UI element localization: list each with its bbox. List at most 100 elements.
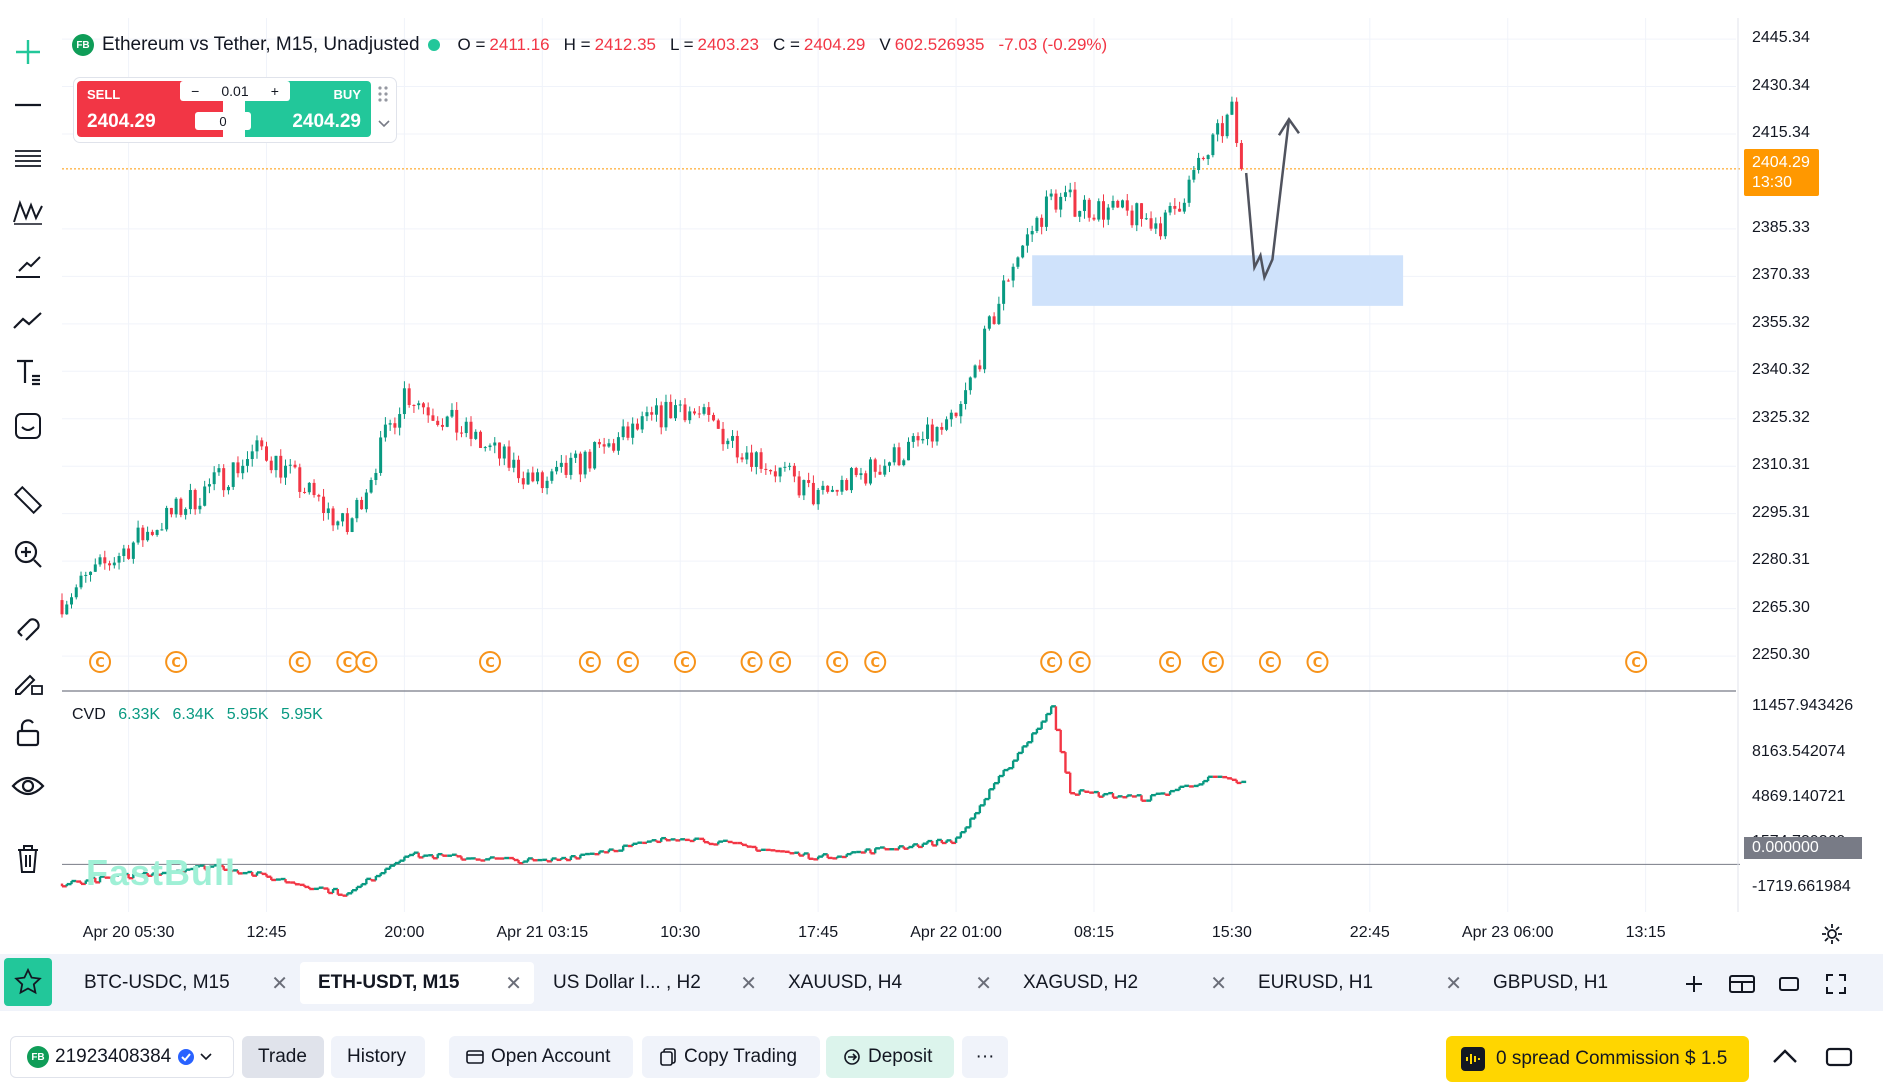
lock-drawings-icon[interactable] (8, 660, 48, 700)
open-account-button[interactable]: Open Account (449, 1036, 633, 1078)
trash-icon[interactable] (8, 838, 48, 878)
close-icon[interactable]: ✕ (740, 972, 757, 995)
broker-logo: FB (27, 1046, 49, 1068)
time-tick: Apr 20 05:30 (82, 924, 175, 941)
close-icon[interactable]: ✕ (1210, 972, 1227, 995)
candle-body (84, 574, 88, 576)
candle-body (498, 442, 502, 459)
svg-text:C: C (1075, 656, 1085, 671)
add-tab-icon[interactable] (1678, 968, 1710, 1000)
symbol-title[interactable]: Ethereum vs Tether, M15, Unadjusted (102, 34, 420, 55)
close-icon[interactable]: ✕ (505, 972, 522, 995)
tab-label: BTC-USDC, M15 (84, 972, 230, 993)
candle-body (98, 557, 102, 565)
deposit-button[interactable]: Deposit (826, 1036, 954, 1078)
candle-countdown: 13:30 (1752, 174, 1793, 191)
price-tick: 2430.34 (1752, 76, 1810, 94)
eye-icon[interactable] (8, 766, 48, 806)
candle-body (797, 476, 801, 496)
window-icon[interactable] (1824, 1042, 1854, 1072)
chevron-up-icon[interactable] (1770, 1042, 1800, 1072)
magnet-icon[interactable] (8, 606, 48, 646)
crosshair-icon[interactable] (8, 32, 48, 72)
candle-body (854, 468, 858, 476)
tab-us-dollar-index[interactable]: US Dollar I... , H2 ✕ (535, 962, 769, 1004)
event-marker: C (1258, 651, 1281, 673)
trade-tab[interactable]: Trade (242, 1036, 324, 1078)
candle-body (193, 490, 197, 510)
tab-label: EURUSD, H1 (1258, 972, 1374, 993)
zoom-in-icon[interactable] (8, 534, 48, 574)
candle-body (1173, 206, 1177, 209)
commission-promo[interactable]: 0 spread Commission $ 1.5 (1446, 1036, 1749, 1082)
ruler-icon[interactable] (8, 480, 48, 520)
cvd-name[interactable]: CVD (72, 706, 106, 723)
candle-body (459, 432, 463, 434)
candle-body (621, 426, 625, 438)
cvd-series (60, 705, 1247, 897)
close-icon[interactable]: ✕ (975, 972, 992, 995)
tab-gbpusd[interactable]: GBPUSD, H1 (1475, 962, 1709, 1004)
volume-value: 602.526935 (894, 35, 985, 54)
candle-body (769, 469, 773, 472)
text-tool-icon[interactable] (8, 352, 48, 392)
history-tab[interactable]: History (331, 1036, 425, 1078)
candle-body (597, 442, 601, 445)
drag-handle-icon[interactable] (376, 84, 392, 104)
more-button[interactable]: ··· (962, 1036, 1008, 1078)
close-icon[interactable]: ✕ (1445, 972, 1462, 995)
decrease-qty-button[interactable]: − (191, 83, 200, 99)
candle-body (968, 377, 972, 391)
chevron-down-icon[interactable] (376, 116, 392, 132)
time-tick: 13:15 (1625, 924, 1666, 941)
broker-logo: FB (72, 34, 94, 56)
quantity-stepper[interactable]: − 0.01 + (180, 81, 290, 101)
trend-line-icon[interactable] (8, 85, 48, 125)
single-layout-icon[interactable] (1773, 968, 1805, 1000)
candle-body (1206, 155, 1210, 160)
tab-xauusd[interactable]: XAUUSD, H4 ✕ (770, 962, 1004, 1004)
increase-qty-button[interactable]: + (270, 83, 279, 99)
prediction-icon[interactable] (8, 245, 48, 285)
fullscreen-icon[interactable] (1820, 968, 1852, 1000)
candle-body (303, 491, 307, 493)
candle-body (792, 465, 796, 477)
candle-body (350, 518, 354, 532)
candle-body (521, 478, 525, 485)
candle-body (683, 404, 687, 421)
candle-body (1111, 200, 1115, 208)
copy-trading-button[interactable]: Copy Trading (642, 1036, 820, 1078)
candle-body (1054, 193, 1058, 210)
svg-text:C: C (870, 656, 880, 671)
candle-body (654, 405, 658, 415)
tab-eurusd[interactable]: EURUSD, H1 ✕ (1240, 962, 1474, 1004)
unlock-icon[interactable] (8, 713, 48, 753)
account-selector[interactable]: FB 21923408384 (10, 1036, 234, 1078)
emoji-icon[interactable] (8, 406, 48, 446)
buy-button[interactable]: BUY 2404.29 (245, 81, 371, 137)
candle-body (455, 409, 459, 433)
fib-retracement-icon[interactable] (8, 139, 48, 179)
tab-btc-usdc[interactable]: BTC-USDC, M15 ✕ (66, 962, 300, 1004)
event-marker: C (1159, 651, 1182, 673)
close-icon[interactable]: ✕ (271, 972, 288, 995)
layout-icon[interactable] (1726, 968, 1758, 1000)
svg-text:C: C (585, 656, 595, 671)
favorites-star-button[interactable] (4, 958, 52, 1006)
candle-body (322, 496, 326, 513)
event-marker: C (165, 651, 188, 673)
tab-xagusd[interactable]: XAGUSD, H2 ✕ (1005, 962, 1239, 1004)
candle-body (697, 413, 701, 415)
settings-gear-icon[interactable] (1820, 922, 1844, 946)
tab-eth-usdt[interactable]: ETH-USDT, M15 ✕ (300, 962, 534, 1004)
polyline-icon[interactable] (8, 299, 48, 339)
candle-body (688, 411, 692, 421)
candle-body (93, 564, 97, 572)
time-tick: 22:45 (1349, 924, 1390, 941)
sell-label: SELL (87, 87, 121, 102)
pattern-icon[interactable] (8, 192, 48, 232)
quantity-value[interactable]: 0.01 (221, 83, 249, 99)
event-marker: C (355, 651, 378, 673)
